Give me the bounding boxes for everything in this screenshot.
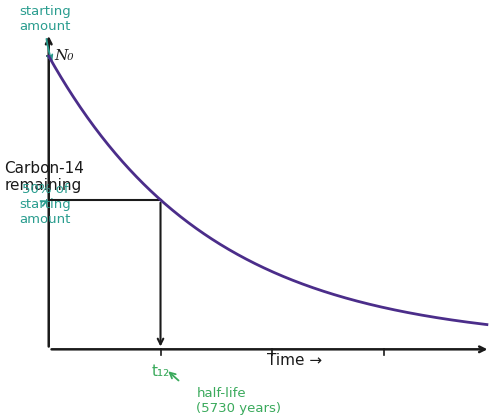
Text: N₀: N₀: [54, 49, 74, 63]
Text: 50% of
starting
amount: 50% of starting amount: [20, 183, 72, 226]
Text: t₁₂: t₁₂: [152, 364, 170, 379]
Text: Time →: Time →: [267, 353, 322, 368]
Text: Carbon-14
remaining: Carbon-14 remaining: [4, 161, 84, 193]
Text: starting
amount: starting amount: [20, 5, 72, 60]
Text: half-life
(5730 years): half-life (5730 years): [196, 387, 282, 415]
